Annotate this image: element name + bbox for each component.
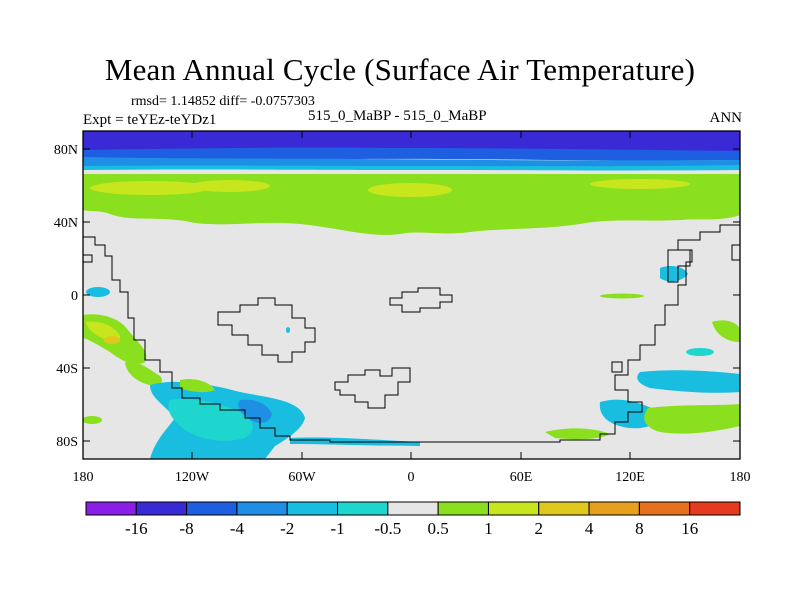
latitude-labels: 80N 40N 0 40S 80S [54,143,78,450]
island-outline-1 [217,297,316,363]
colorbar-label: -8 [180,519,194,538]
colorbar-label: 1 [484,519,493,538]
patch-blue-southwest [238,399,272,423]
stats-line: rmsd= 1.14852 diff= -0.0757303 [131,94,315,109]
colorbar-swatch [236,501,288,516]
colorbar-swatch [588,501,640,516]
patch-green-west-2 [125,361,163,386]
colorbar-label: 16 [681,519,698,538]
patch-aqua-east [686,348,714,356]
patch-cyan-east-tropic [660,266,688,282]
island-outline-4 [611,361,623,373]
patch-cyan-southeast [599,399,659,429]
colorbar-swatch [337,501,389,516]
map-field [83,131,740,459]
patch-green-east-tropic [600,293,644,299]
west-edge-outline [83,254,93,263]
colorbar-swatch [638,501,691,516]
band-neutral-strip [83,169,740,175]
patch-cyan-east [637,370,740,393]
colorbar-swatch [186,501,238,516]
lon-tick-label: 60E [510,470,533,485]
colorbar-swatch [437,501,489,516]
colorbar-label: 2 [535,519,544,538]
chart-title: Mean Annual Cycle (Surface Air Temperatu… [104,52,696,87]
island-outline-3 [334,367,411,409]
band-arctic-deep-blue [83,131,740,151]
patch-yellow-green-1 [90,181,210,195]
colorbar-labels: -16 -8 -4 -2 -1 -0.5 0.5 1 2 4 8 16 [125,519,698,538]
patch-yellow-green-4 [590,179,690,189]
comparison-label: 515_0_MaBP - 515_0_MaBP [308,108,487,124]
season-label: ANN [709,110,743,126]
island-outline-5 [667,249,691,283]
lon-tick-label: 120E [615,470,645,485]
patch-cyan-west [86,287,110,297]
colorbar-swatch [387,501,439,516]
island-outline-2 [389,287,453,313]
experiment-label: Expt = teYEz-teYDz1 [83,112,217,128]
patch-green-southeast [644,404,740,434]
east-edge-outline [731,244,740,261]
band-light-blue [83,157,740,168]
lon-tick-label: 0 [408,470,415,485]
colorbar-label: 0.5 [428,519,449,538]
axis-ticks [83,131,740,459]
band-arctic-blue [83,147,740,161]
lon-tick-label: 120W [175,470,210,485]
colorbar-label: 8 [635,519,644,538]
patch-aqua-southwest [168,398,253,441]
colorbar-swatch [487,501,540,516]
patch-cyan-dot [286,327,290,333]
colorbar-swatch [85,501,137,516]
colorbar-label: -16 [125,519,148,538]
patch-green-sw [83,416,102,424]
lat-tick-label: 80S [56,435,78,450]
colorbar-label: 4 [585,519,594,538]
colorbar-swatch [689,501,741,516]
patch-green-east-edge [712,320,740,342]
colorbar-swatch [135,501,188,516]
lat-tick-label: 40S [56,362,78,377]
colorbar-swatch [286,501,339,516]
patch-green-south-east [545,428,610,440]
lat-tick-label: 0 [71,289,78,304]
colorbar [85,501,741,516]
patch-orange-west [104,336,120,344]
colorbar-label: -4 [230,519,245,538]
colorbar-label: -2 [280,519,294,538]
coastlines [83,224,740,443]
colorbar-label: -0.5 [374,519,401,538]
colorbar-swatch [538,501,590,516]
supercontinent-outline [83,224,740,443]
longitude-labels: 180 120W 60W 0 60E 120E 180 [73,470,751,485]
lon-tick-label: 60W [288,470,316,485]
colorbar-label: -1 [330,519,344,538]
lon-tick-label: 180 [730,470,751,485]
patch-green-south [180,379,215,393]
patch-yellow-green-2 [190,180,270,192]
lat-tick-label: 80N [54,143,78,158]
lat-tick-label: 40N [54,216,78,231]
patch-yellow-green-3 [368,183,452,197]
lon-tick-label: 180 [73,470,94,485]
